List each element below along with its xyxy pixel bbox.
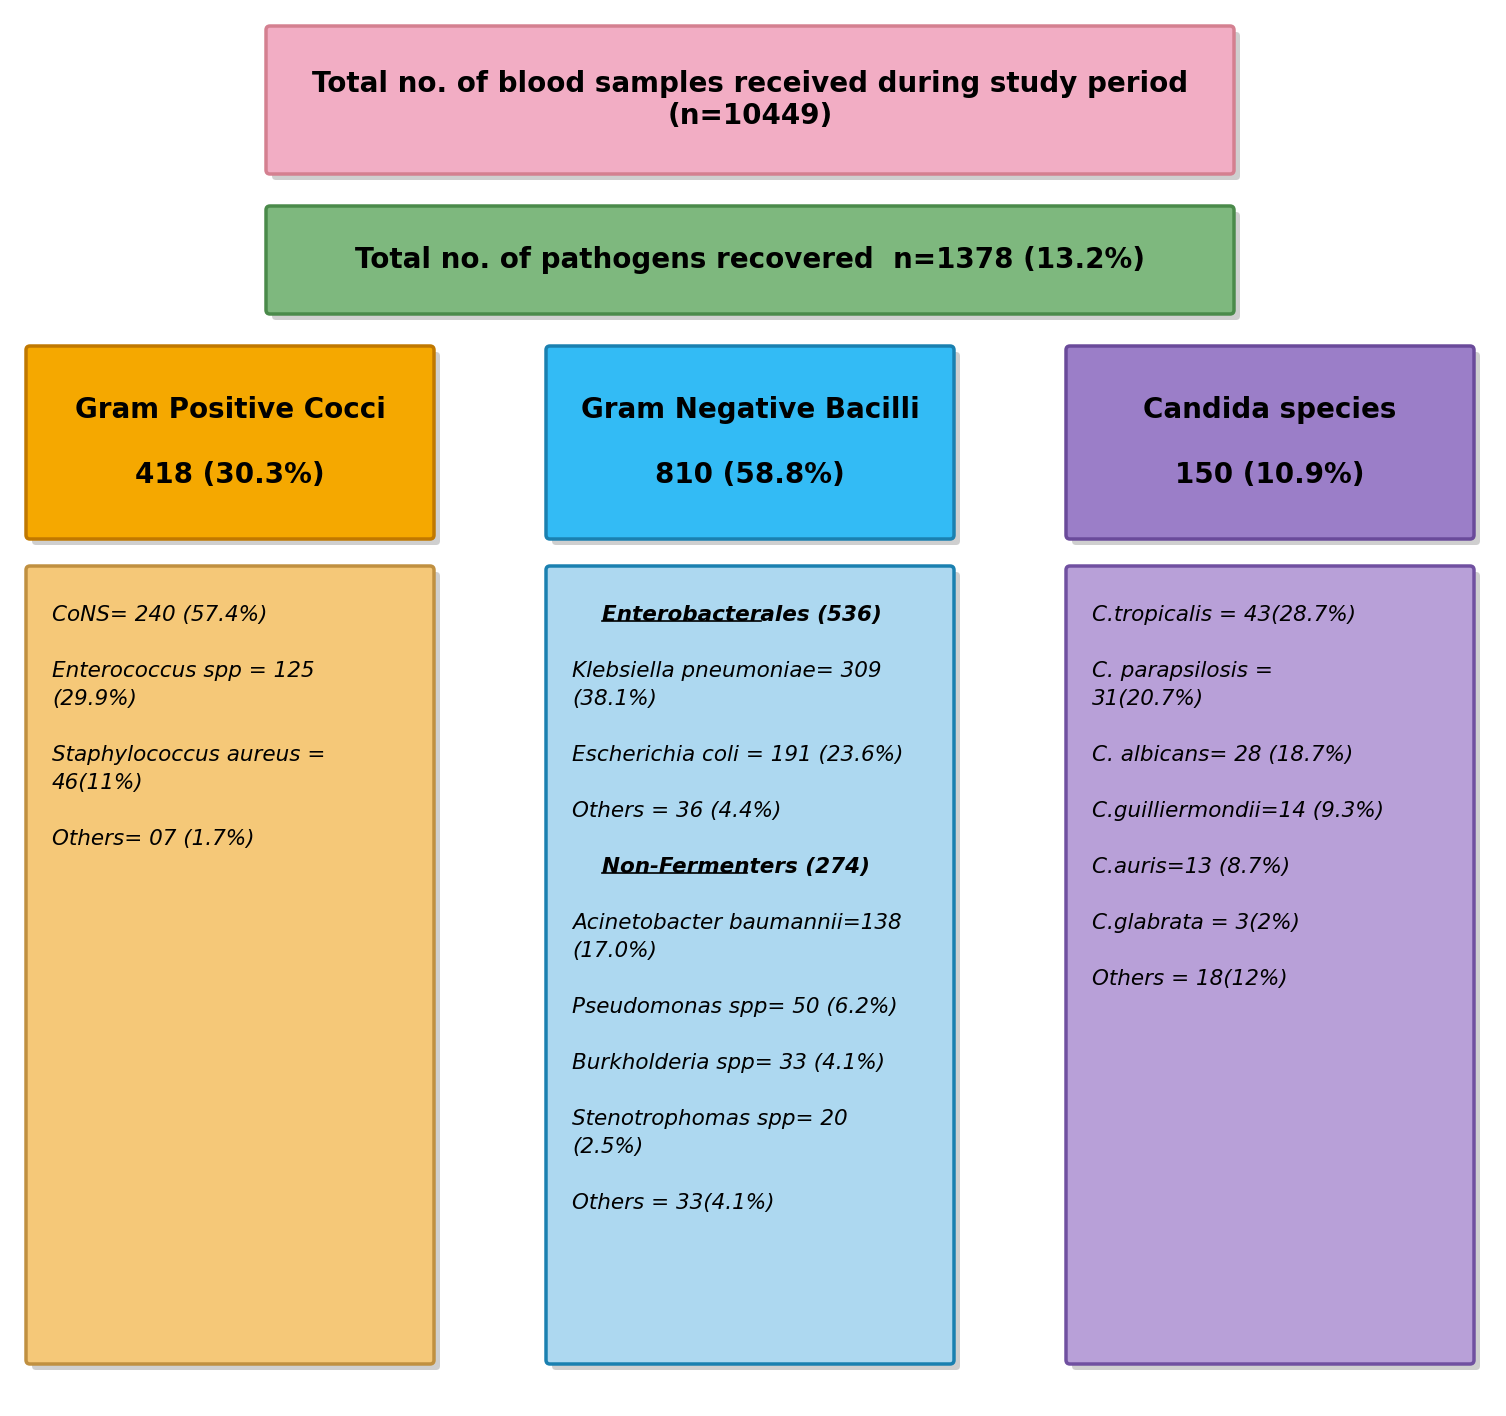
- Text: Stenotrophomas spp= 20: Stenotrophomas spp= 20: [572, 1109, 848, 1129]
- FancyBboxPatch shape: [547, 346, 953, 539]
- FancyBboxPatch shape: [1072, 572, 1480, 1371]
- Text: C.guilliermondii=14 (9.3%): C.guilliermondii=14 (9.3%): [1092, 801, 1384, 821]
- Text: Others= 07 (1.7%): Others= 07 (1.7%): [53, 828, 255, 850]
- Text: (2.5%): (2.5%): [572, 1137, 643, 1157]
- FancyBboxPatch shape: [267, 25, 1233, 174]
- FancyBboxPatch shape: [1072, 353, 1480, 545]
- Text: Total no. of blood samples received during study period
(n=10449): Total no. of blood samples received duri…: [312, 69, 1188, 130]
- Text: CoNS= 240 (57.4%): CoNS= 240 (57.4%): [53, 605, 268, 624]
- Text: Enterobacterales (536): Enterobacterales (536): [602, 605, 883, 624]
- FancyBboxPatch shape: [32, 353, 440, 545]
- Text: Others = 33(4.1%): Others = 33(4.1%): [572, 1194, 774, 1214]
- FancyBboxPatch shape: [26, 346, 434, 539]
- FancyBboxPatch shape: [273, 33, 1239, 180]
- Text: (29.9%): (29.9%): [53, 690, 137, 709]
- FancyBboxPatch shape: [32, 572, 440, 1371]
- Text: Others = 18(12%): Others = 18(12%): [1092, 969, 1288, 988]
- Text: Others = 36 (4.4%): Others = 36 (4.4%): [572, 801, 782, 821]
- FancyBboxPatch shape: [553, 353, 959, 545]
- Text: Candida species

150 (10.9%): Candida species 150 (10.9%): [1143, 396, 1396, 489]
- Text: (38.1%): (38.1%): [572, 690, 657, 709]
- Text: Acinetobacter baumannii=138: Acinetobacter baumannii=138: [572, 913, 902, 933]
- FancyBboxPatch shape: [547, 566, 953, 1364]
- Text: C. albicans= 28 (18.7%): C. albicans= 28 (18.7%): [1092, 745, 1354, 765]
- Text: C.auris=13 (8.7%): C.auris=13 (8.7%): [1092, 857, 1291, 877]
- Text: Gram Positive Cocci

418 (30.3%): Gram Positive Cocci 418 (30.3%): [75, 396, 386, 489]
- Text: 46(11%): 46(11%): [53, 773, 143, 793]
- Text: 31(20.7%): 31(20.7%): [1092, 690, 1205, 709]
- Text: C.tropicalis = 43(28.7%): C.tropicalis = 43(28.7%): [1092, 605, 1355, 624]
- Text: Burkholderia spp= 33 (4.1%): Burkholderia spp= 33 (4.1%): [572, 1054, 886, 1073]
- FancyBboxPatch shape: [1066, 566, 1474, 1364]
- Text: Pseudomonas spp= 50 (6.2%): Pseudomonas spp= 50 (6.2%): [572, 997, 898, 1017]
- Text: Klebsiella pneumoniae= 309: Klebsiella pneumoniae= 309: [572, 661, 881, 681]
- Text: (17.0%): (17.0%): [572, 942, 657, 961]
- Text: Non-Fermenters (274): Non-Fermenters (274): [602, 857, 870, 877]
- Text: Enterococcus spp = 125: Enterococcus spp = 125: [53, 661, 315, 681]
- Text: Total no. of pathogens recovered  n=1378 (13.2%): Total no. of pathogens recovered n=1378 …: [355, 246, 1145, 275]
- FancyBboxPatch shape: [267, 205, 1233, 314]
- Text: Escherichia coli = 191 (23.6%): Escherichia coli = 191 (23.6%): [572, 745, 904, 765]
- Text: C.glabrata = 3(2%): C.glabrata = 3(2%): [1092, 913, 1300, 933]
- FancyBboxPatch shape: [273, 212, 1239, 320]
- Text: Staphylococcus aureus =: Staphylococcus aureus =: [53, 745, 325, 765]
- FancyBboxPatch shape: [553, 572, 959, 1371]
- Text: Gram Negative Bacilli

810 (58.8%): Gram Negative Bacilli 810 (58.8%): [581, 396, 919, 489]
- Text: C. parapsilosis =: C. parapsilosis =: [1092, 661, 1273, 681]
- FancyBboxPatch shape: [1066, 346, 1474, 539]
- FancyBboxPatch shape: [26, 566, 434, 1364]
